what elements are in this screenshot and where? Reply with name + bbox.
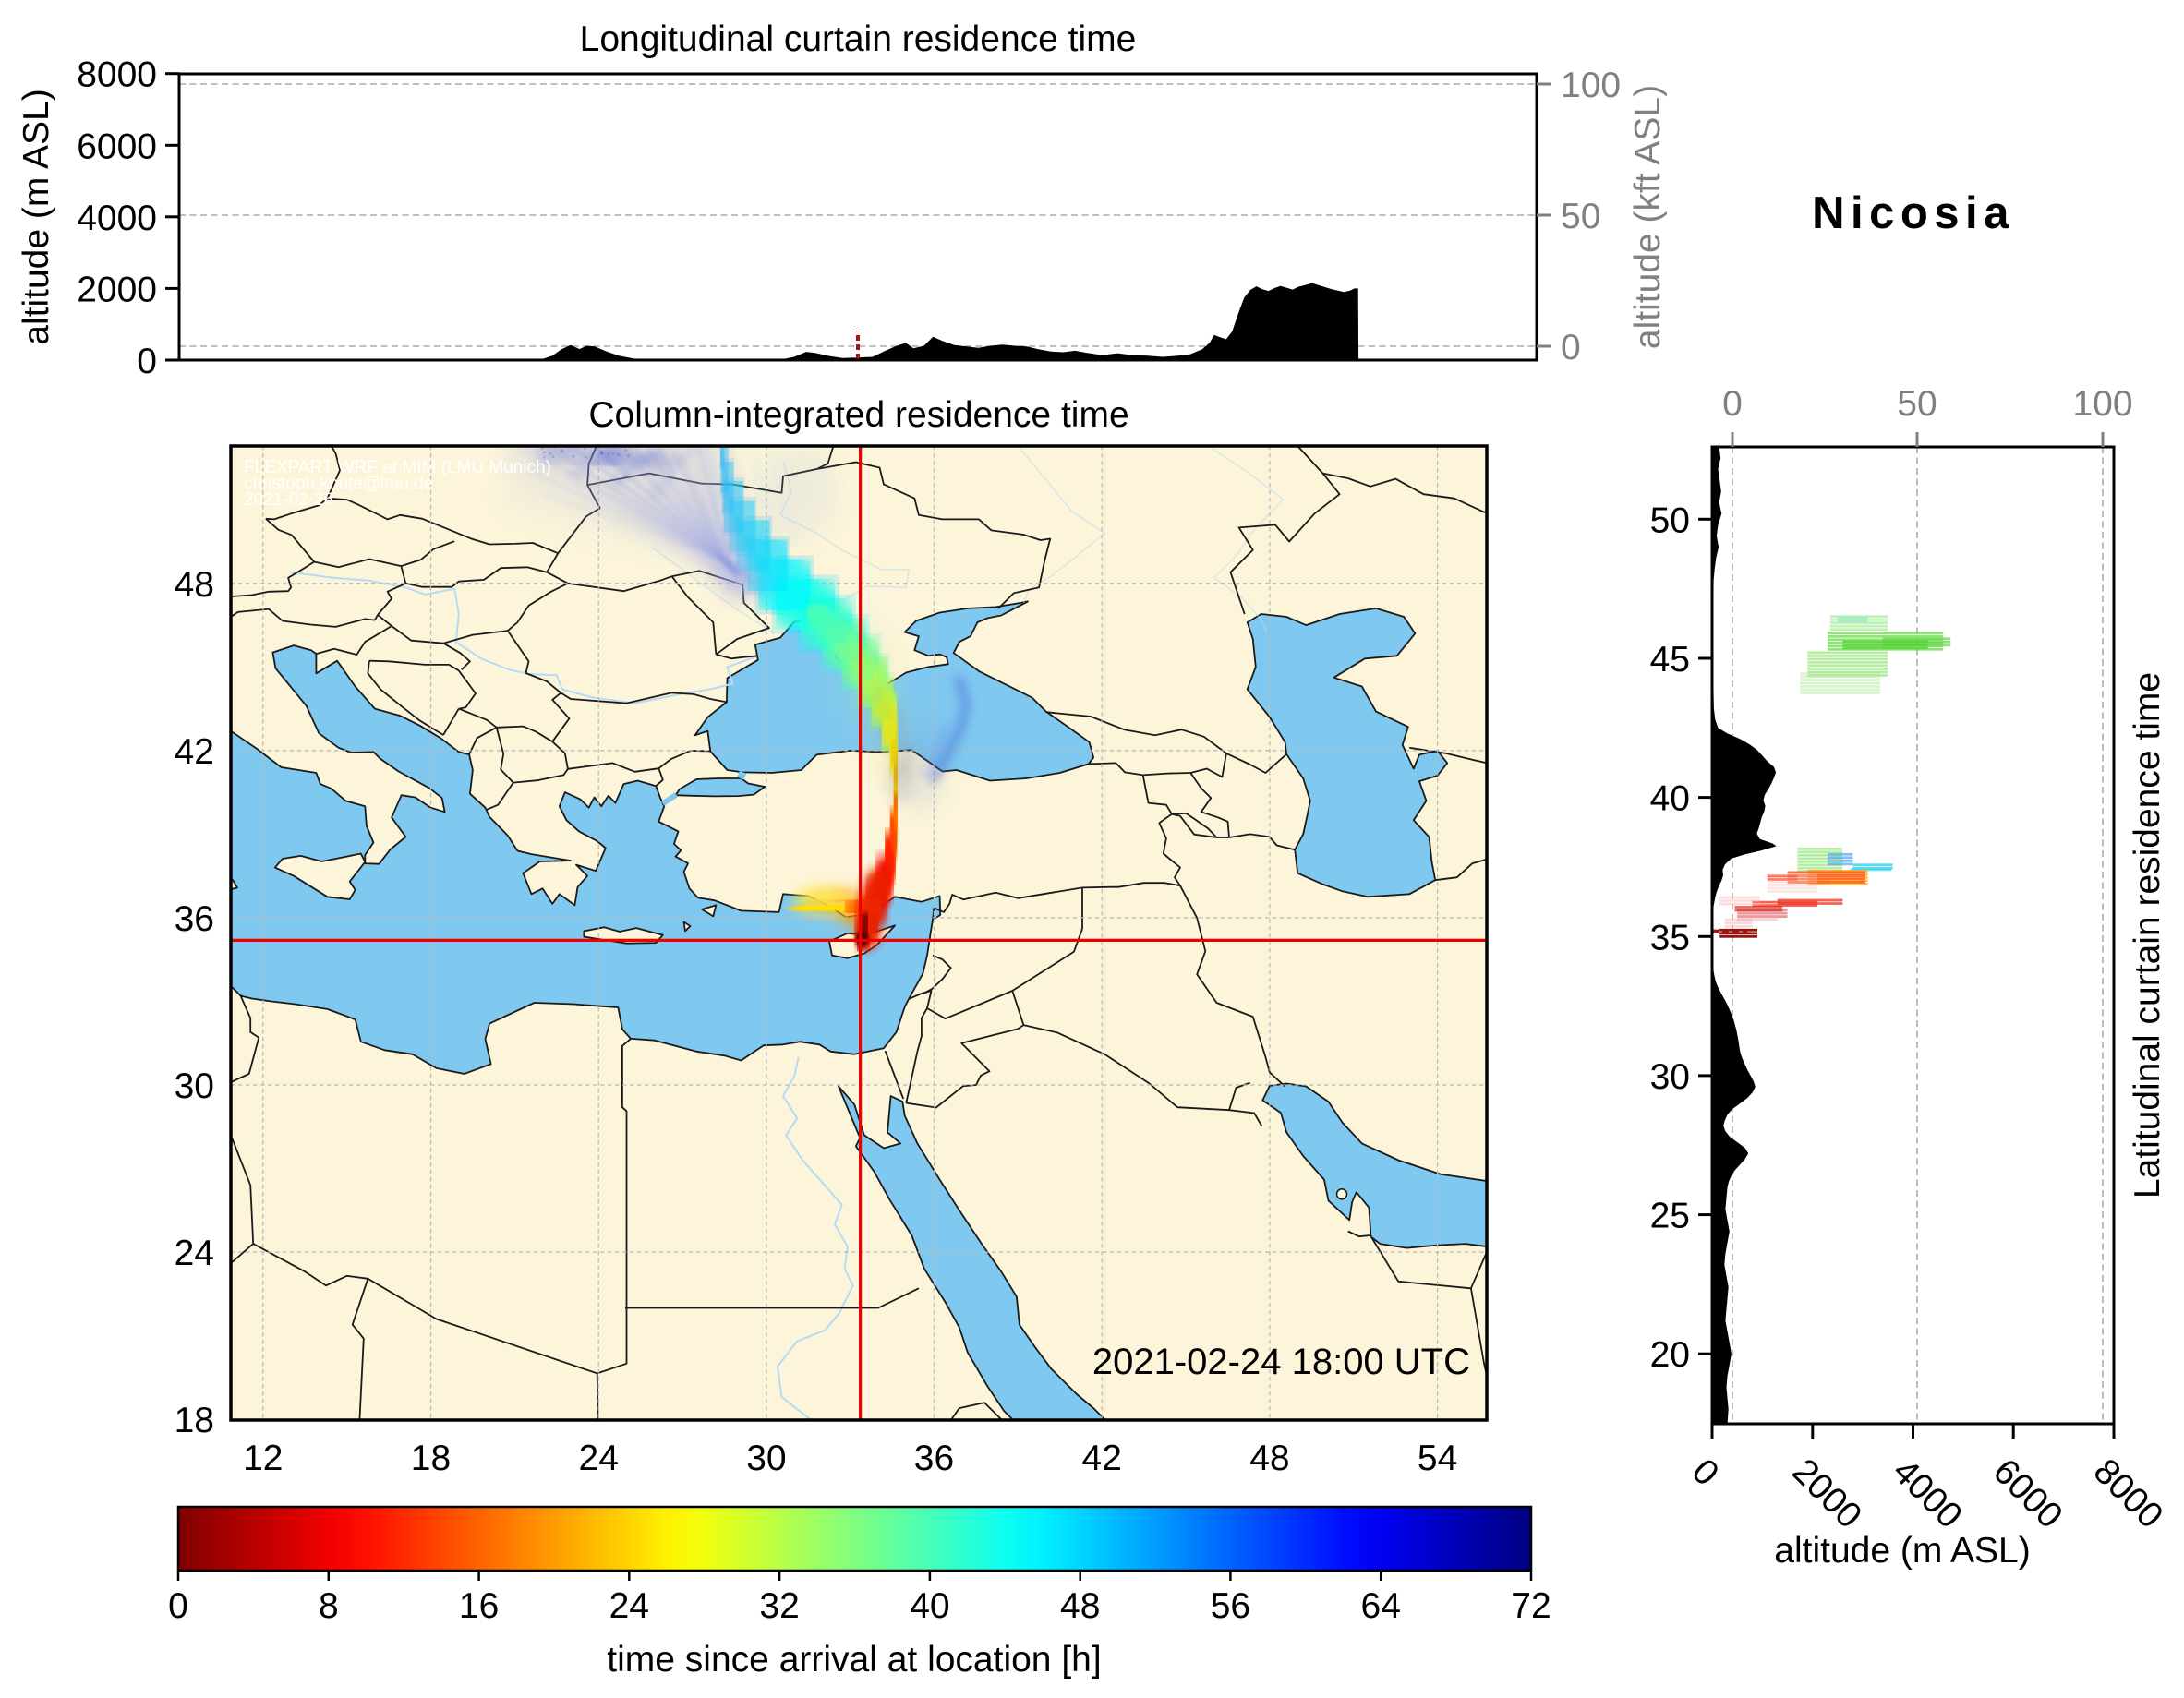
svg-text:2000: 2000: [77, 270, 157, 309]
svg-text:24: 24: [579, 1439, 619, 1478]
svg-text:8000: 8000: [77, 55, 157, 95]
svg-text:Latitudinal curtain residence: Latitudinal curtain residence time: [2128, 672, 2167, 1198]
svg-text:0: 0: [137, 342, 157, 381]
svg-text:36: 36: [914, 1439, 954, 1478]
svg-text:Nicosia: Nicosia: [1812, 188, 2015, 238]
svg-text:altitude (m ASL): altitude (m ASL): [17, 89, 56, 344]
svg-text:42: 42: [175, 732, 214, 772]
svg-text:4000: 4000: [77, 199, 157, 238]
svg-text:0: 0: [168, 1586, 188, 1626]
svg-text:30: 30: [746, 1439, 786, 1478]
svg-text:25: 25: [1650, 1197, 1690, 1236]
svg-text:50: 50: [1650, 500, 1690, 540]
svg-text:45: 45: [1650, 640, 1690, 680]
svg-text:30: 30: [1650, 1057, 1690, 1097]
svg-text:16: 16: [459, 1586, 499, 1626]
svg-text:christoph.knote@lmu.de: christoph.knote@lmu.de: [244, 475, 433, 494]
svg-text:40: 40: [910, 1586, 949, 1626]
svg-text:48: 48: [175, 565, 214, 605]
svg-text:42: 42: [1082, 1439, 1122, 1478]
svg-text:12: 12: [243, 1439, 283, 1478]
svg-text:54: 54: [1418, 1439, 1457, 1478]
svg-text:24: 24: [175, 1234, 214, 1273]
svg-text:altitude (kft ASL): altitude (kft ASL): [1628, 85, 1668, 349]
svg-text:72: 72: [1511, 1586, 1551, 1626]
svg-text:100: 100: [2072, 384, 2132, 424]
svg-text:48: 48: [1060, 1586, 1100, 1626]
svg-text:0: 0: [1561, 328, 1581, 367]
svg-text:6000: 6000: [77, 126, 157, 166]
svg-text:56: 56: [1211, 1586, 1250, 1626]
svg-text:2021-02-26: 2021-02-26: [244, 490, 333, 510]
svg-text:8: 8: [319, 1586, 339, 1626]
svg-text:time since arrival at location: time since arrival at location [h]: [607, 1640, 1101, 1680]
svg-text:50: 50: [1897, 384, 1937, 424]
svg-text:Column-integrated residence ti: Column-integrated residence time: [588, 395, 1128, 435]
svg-text:18: 18: [411, 1439, 451, 1478]
svg-text:40: 40: [1650, 779, 1690, 819]
svg-text:0: 0: [1722, 384, 1743, 424]
svg-text:Longitudinal curtain residence: Longitudinal curtain residence time: [580, 19, 1137, 59]
svg-text:32: 32: [759, 1586, 799, 1626]
svg-text:100: 100: [1561, 66, 1621, 105]
svg-text:20: 20: [1650, 1335, 1690, 1375]
svg-text:altitude (m ASL): altitude (m ASL): [1774, 1531, 2030, 1571]
svg-text:36: 36: [175, 899, 214, 939]
svg-text:24: 24: [609, 1586, 649, 1626]
svg-text:64: 64: [1361, 1586, 1401, 1626]
svg-text:30: 30: [175, 1066, 214, 1106]
svg-text:FLEXPART-WRF at MIM (LMU Munic: FLEXPART-WRF at MIM (LMU Munich): [244, 458, 551, 477]
svg-text:48: 48: [1249, 1439, 1289, 1478]
svg-text:2021-02-24 18:00 UTC: 2021-02-24 18:00 UTC: [1092, 1342, 1470, 1382]
svg-text:18: 18: [175, 1401, 214, 1440]
svg-text:50: 50: [1561, 197, 1600, 236]
svg-text:35: 35: [1650, 918, 1690, 957]
